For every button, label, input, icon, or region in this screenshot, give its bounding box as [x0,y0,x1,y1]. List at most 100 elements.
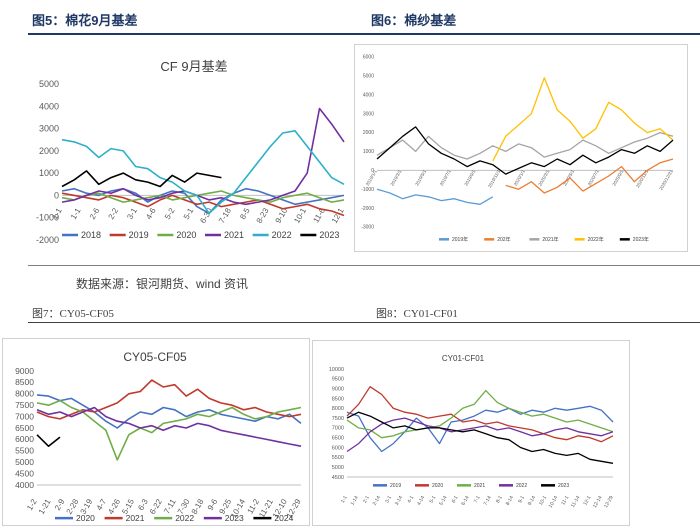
y-tick-label: -1000 [36,213,59,223]
x-tick-label: 10-1 [292,206,308,225]
y-tick-label: 1000 [39,168,59,178]
y-tick-label: 7500 [15,400,34,410]
legend-label: 2023 [558,483,569,489]
fig8-title: 图8：CY01-CF01 [376,308,458,320]
y-tick-label: -3000 [361,225,374,231]
legend-label: 2019 [390,483,401,489]
y-tick-label: 2000 [363,130,374,136]
y-tick-label: 7500 [332,416,344,422]
series-line-202年 [505,158,674,194]
y-tick-label: 6000 [15,434,34,444]
x-tick-label: 5-14 [438,495,448,507]
x-tick-label: 4-1 [406,495,415,504]
x-tick-label: 2-14 [372,495,382,507]
x-tick-label: 7-14 [483,495,493,507]
x-tick-label: 12-29 [603,495,615,509]
legend-label: 2019年 [452,236,468,243]
x-tick-label: 2-1 [362,495,371,504]
series-line-2019年 [377,189,673,204]
x-tick-label: 3-1 [384,495,393,504]
y-tick-label: 3000 [363,111,374,117]
legend-label: 2023年 [633,236,649,243]
chart-title: CY01-CF01 [442,354,485,363]
series-line-2023 [346,411,614,464]
x-tick-label: 2020/12/31 [658,169,674,191]
legend-label: 2020 [176,230,196,240]
x-tick-label: 11-14 [570,495,582,509]
series-line-2022 [61,130,345,215]
y-tick-label: 6500 [332,436,344,442]
x-tick-label: 4-14 [416,495,426,507]
series-line-2023 [36,406,302,447]
x-tick-label: 1-1 [69,206,83,221]
x-tick-label: 1-14 [350,495,360,507]
legend-label: 202年 [497,236,510,243]
series-line-2020 [36,394,302,429]
x-tick-label: 5-1 [429,495,438,504]
y-tick-label: 6000 [363,55,374,61]
x-tick-label: 2-6 [88,206,102,221]
legend-label: 2022年 [588,236,604,243]
series-line-2023 [61,170,222,188]
y-tick-label: 0 [371,168,374,174]
legend-label: 2020 [76,513,95,523]
y-tick-label: 9000 [15,366,34,376]
y-tick-label: 5500 [15,446,34,456]
x-tick-label: 2020/5/1 [562,169,575,187]
x-tick-label: 5-2 [163,206,177,221]
x-tick-label: 2019/3/1 [389,169,402,187]
y-tick-label: -2000 [361,206,374,212]
y-tick-label: 3000 [39,124,59,134]
y-tick-label: 4500 [15,468,34,478]
x-tick-label: 9-14 [527,495,537,507]
y-tick-label: 2000 [39,146,59,156]
x-tick-label: 2020/7/1 [587,169,600,187]
x-tick-label: 10-1 [538,495,548,507]
y-tick-label: 9500 [332,377,344,383]
y-tick-label: 4000 [15,480,34,490]
x-tick-label: 8-23 [255,206,271,225]
x-tick-label: 6-14 [460,495,470,507]
source-rule [28,265,700,266]
series-line-2021年 [376,131,674,160]
y-tick-label: 4000 [363,92,374,98]
legend-label: 2019 [129,230,149,240]
x-tick-label: 2019/7/1 [439,169,452,187]
fig-rule [28,322,700,323]
x-tick-label: 6-1 [451,495,460,504]
x-tick-label: 7-18 [217,206,233,225]
x-tick-label: 2019/9/1 [463,169,476,187]
x-tick-label: 2019/1/1 [365,169,378,187]
legend-label: 2021 [126,513,145,523]
series-line-2022年 [492,77,674,162]
legend-label: 2021年 [542,236,558,243]
y-tick-label: 1000 [363,149,374,155]
y-tick-label: 4500 [332,475,344,481]
series-line-2022 [36,399,302,461]
y-tick-label: -2000 [36,235,59,245]
x-tick-label: 4-6 [144,206,158,221]
x-tick-label: 11-1 [560,495,570,507]
x-tick-label: 10-14 [548,495,560,509]
chart-title: CF 9月基差 [160,59,227,74]
yarn-basis-chart: 6000 5000 4000 3000 2000 1000 0 -1000 -2000 -3000… [361,55,674,243]
x-tick-label: 1-1 [50,206,64,221]
fig5-title: 图5：棉花9月基差 [32,13,138,28]
y-tick-label: 7000 [332,426,344,432]
legend-label: 2022 [516,483,527,489]
x-tick-label: 8-1 [495,495,504,504]
series-line-2020 [61,190,345,203]
cy05-cf05-panel: CY05-CF05 9000 8500 8000 7500 7000 6500 6000 550… [2,338,310,526]
x-tick-label: 12-14 [592,495,604,509]
cf-basis-chart: CF 9月基差 5000 4000 3000 2000 1000 0 -1000 -2000 1-… [36,59,346,245]
cy01-cf01-panel: CY01-CF01 10000 9500 9000 8500 8000 7500 7000 65… [312,340,630,526]
x-tick-label: 2-2 [107,206,121,221]
y-tick-label: 5500 [332,455,344,461]
series-line-2024 [36,434,61,447]
cy01-cf01-chart: CY01-CF01 10000 9500 9000 8500 8000 7500 7000 65… [329,354,615,509]
x-tick-label: 6-22 [148,497,164,516]
fig6-title: 图6：棉纱基差 [371,13,457,28]
legend-label: 2020 [432,483,443,489]
y-tick-label: 0 [54,190,59,200]
